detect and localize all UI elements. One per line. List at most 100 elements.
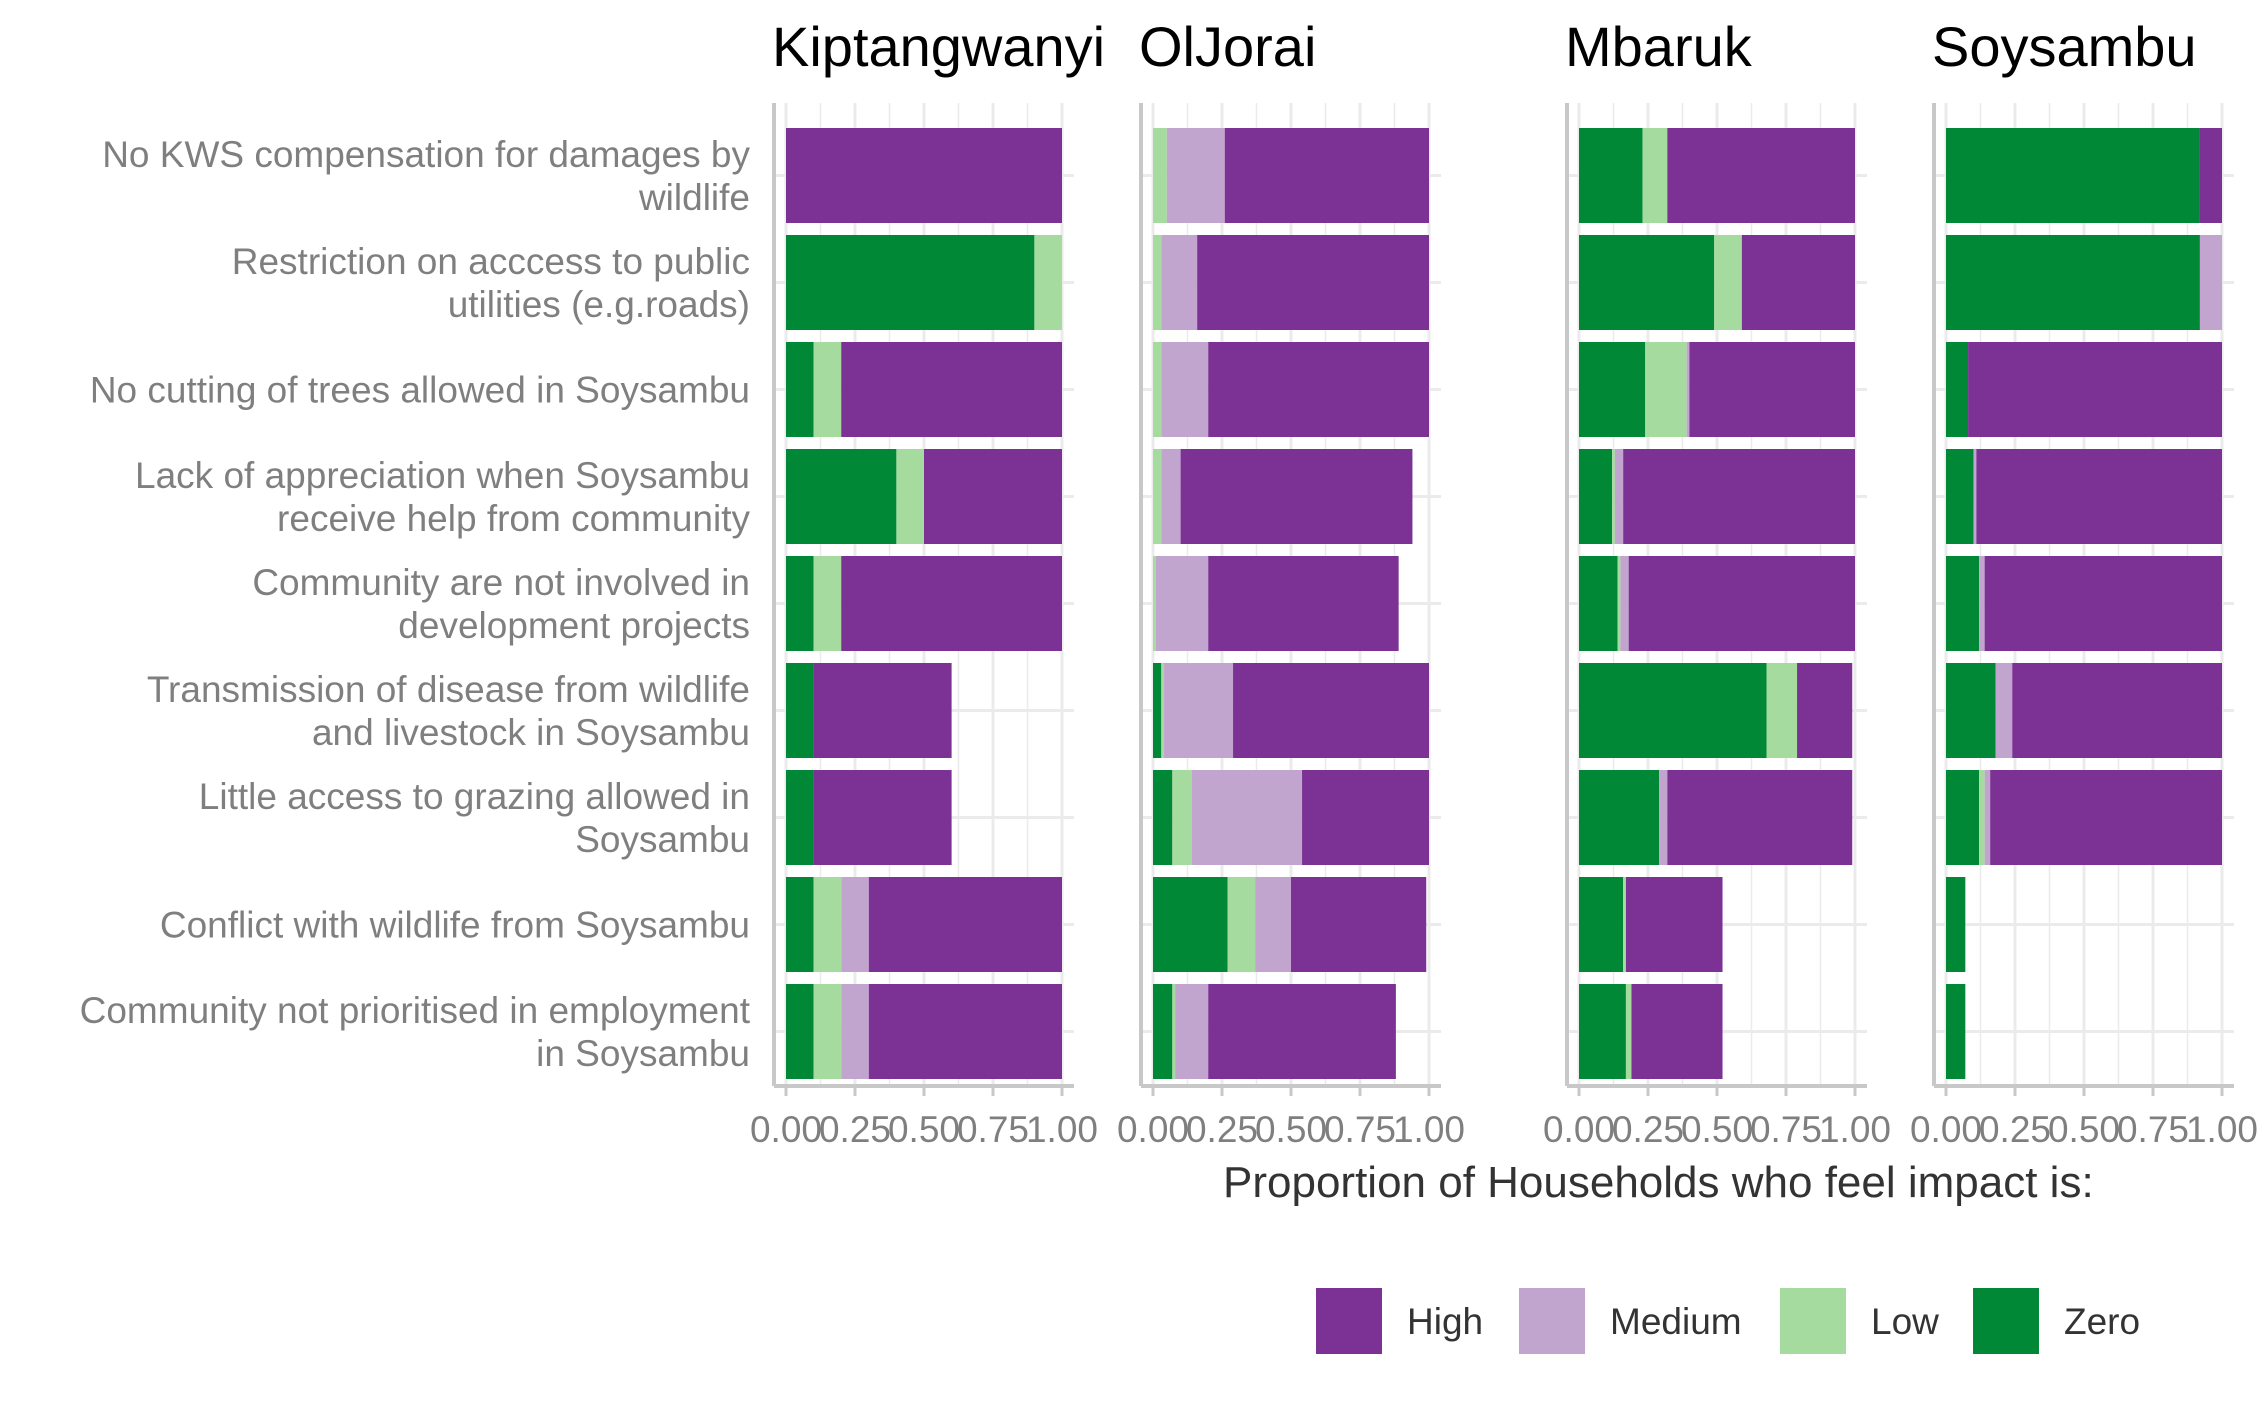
bar-oljorai-low-row-6	[1161, 663, 1165, 758]
bar-oljorai-low-row-1	[1153, 128, 1167, 223]
bar-soysambu-medium-row-7	[1984, 770, 1991, 865]
bar-mbaruk-low-row-2	[1714, 235, 1742, 330]
legend-label-medium: Medium	[1610, 1301, 1742, 1342]
bar-mbaruk-high-row-2	[1741, 235, 1855, 330]
bar-kiptangwanyi-high-row-9	[868, 984, 1062, 1079]
legend-key-high	[1316, 1288, 1382, 1354]
bar-soysambu-low-row-7	[1979, 770, 1985, 865]
bar-mbaruk-zero-row-6	[1579, 663, 1767, 758]
bar-oljorai-low-row-7	[1172, 770, 1192, 865]
axes-layer	[772, 103, 2234, 1096]
bars-layer	[786, 128, 2222, 1079]
bar-mbaruk-medium-row-7	[1659, 770, 1668, 865]
facet-title-mbaruk: Mbaruk	[1565, 15, 1753, 78]
bar-oljorai-high-row-9	[1208, 984, 1396, 1079]
legend: High Medium Low Zero	[1316, 1288, 2140, 1354]
category-label: Restriction on acccess to public utilitie…	[232, 241, 750, 325]
bar-mbaruk-zero-row-9	[1579, 984, 1626, 1079]
bar-soysambu-medium-row-6	[1995, 663, 2013, 758]
bar-kiptangwanyi-low-row-9	[813, 984, 842, 1079]
bar-mbaruk-low-row-5	[1617, 556, 1621, 651]
bar-soysambu-zero-row-1	[1946, 128, 2200, 223]
bar-kiptangwanyi-high-row-5	[841, 556, 1062, 651]
legend-label-high: High	[1407, 1301, 1483, 1342]
bar-kiptangwanyi-high-row-7	[813, 770, 952, 865]
category-label: Lack of appreciation when Soysambu receiv…	[135, 455, 750, 539]
bar-oljorai-high-row-5	[1208, 556, 1399, 651]
bar-soysambu-zero-row-7	[1946, 770, 1980, 865]
bar-mbaruk-medium-row-4	[1614, 449, 1624, 544]
oljorai-x-tick-label: 0.50	[1255, 1109, 1327, 1150]
bar-oljorai-zero-row-6	[1153, 663, 1162, 758]
bar-mbaruk-low-row-4	[1612, 449, 1615, 544]
mbaruk-x-tick-label: 0.75	[1750, 1109, 1822, 1150]
bar-oljorai-medium-row-6	[1164, 663, 1234, 758]
soysambu-x-tick-label: 0.50	[2048, 1109, 2120, 1150]
bar-oljorai-low-row-8	[1227, 877, 1256, 972]
bar-oljorai-high-row-2	[1197, 235, 1429, 330]
bar-mbaruk-low-row-9	[1625, 984, 1632, 1079]
bar-kiptangwanyi-zero-row-7	[786, 770, 814, 865]
bar-oljorai-zero-row-9	[1153, 984, 1173, 1079]
soysambu-x-tick-label: 1.00	[2186, 1109, 2258, 1150]
bar-kiptangwanyi-low-row-4	[896, 449, 924, 544]
bar-kiptangwanyi-high-row-3	[841, 342, 1062, 437]
bar-oljorai-low-row-3	[1153, 342, 1162, 437]
kiptangwanyi-x-tick-label: 0.75	[957, 1109, 1029, 1150]
facet-title-kiptangwanyi: Kiptangwanyi	[772, 15, 1105, 78]
category-label: Little access to grazing allowed in Soysa…	[199, 776, 750, 860]
bar-oljorai-high-row-4	[1180, 449, 1413, 544]
bar-kiptangwanyi-high-row-4	[924, 449, 1062, 544]
bar-soysambu-medium-row-5	[1979, 556, 1985, 651]
bar-kiptangwanyi-zero-row-4	[786, 449, 897, 544]
bar-soysambu-zero-row-2	[1946, 235, 2200, 330]
bar-mbaruk-zero-row-8	[1579, 877, 1624, 972]
bar-mbaruk-zero-row-7	[1579, 770, 1660, 865]
legend-label-zero: Zero	[2064, 1301, 2140, 1342]
bar-mbaruk-high-row-9	[1631, 984, 1723, 1079]
bar-soysambu-zero-row-4	[1946, 449, 1974, 544]
bar-soysambu-high-row-4	[1976, 449, 2222, 544]
bar-mbaruk-medium-row-3	[1686, 342, 1690, 437]
bar-kiptangwanyi-low-row-5	[813, 556, 842, 651]
legend-key-zero	[1973, 1288, 2039, 1354]
mbaruk-x-tick-label: 1.00	[1819, 1109, 1891, 1150]
x-axis-title: Proportion of Households who feel impact…	[1223, 1158, 2094, 1207]
bar-mbaruk-low-row-6	[1766, 663, 1798, 758]
bar-soysambu-high-row-3	[1968, 342, 2222, 437]
bar-oljorai-low-row-2	[1153, 235, 1162, 330]
bar-oljorai-medium-row-9	[1175, 984, 1209, 1079]
text-layer: 0.000.250.500.751.00Kiptangwanyi0.000.25…	[80, 15, 2258, 1207]
bar-mbaruk-low-row-8	[1623, 877, 1626, 972]
bar-soysambu-zero-row-6	[1946, 663, 1996, 758]
bar-kiptangwanyi-zero-row-3	[786, 342, 814, 437]
oljorai-x-tick-label: 0.00	[1117, 1109, 1189, 1150]
kiptangwanyi-x-tick-label: 0.50	[888, 1109, 960, 1150]
bar-oljorai-low-row-4	[1153, 449, 1162, 544]
bar-kiptangwanyi-high-row-8	[868, 877, 1062, 972]
oljorai-x-tick-label: 0.25	[1186, 1109, 1258, 1150]
bar-soysambu-zero-row-5	[1946, 556, 1980, 651]
bar-kiptangwanyi-low-row-8	[813, 877, 842, 972]
bar-mbaruk-zero-row-3	[1579, 342, 1646, 437]
bar-soysambu-high-row-1	[2199, 128, 2222, 223]
bar-oljorai-medium-row-3	[1161, 342, 1209, 437]
bar-oljorai-low-row-5	[1153, 556, 1156, 651]
bar-mbaruk-high-row-8	[1625, 877, 1723, 972]
bar-soysambu-zero-row-9	[1946, 984, 1966, 1079]
bar-mbaruk-zero-row-1	[1579, 128, 1643, 223]
bar-oljorai-medium-row-1	[1166, 128, 1225, 223]
bar-oljorai-zero-row-7	[1153, 770, 1173, 865]
bar-oljorai-medium-row-5	[1155, 556, 1209, 651]
bar-mbaruk-high-row-3	[1689, 342, 1855, 437]
bar-mbaruk-medium-row-5	[1620, 556, 1629, 651]
legend-key-medium	[1519, 1288, 1585, 1354]
soysambu-x-tick-label: 0.75	[2117, 1109, 2189, 1150]
mbaruk-x-tick-label: 0.25	[1612, 1109, 1684, 1150]
kiptangwanyi-x-tick-label: 0.00	[750, 1109, 822, 1150]
bar-mbaruk-low-row-3	[1645, 342, 1687, 437]
bar-kiptangwanyi-low-row-2	[1034, 235, 1062, 330]
bar-kiptangwanyi-zero-row-9	[786, 984, 814, 1079]
bar-oljorai-zero-row-8	[1153, 877, 1228, 972]
